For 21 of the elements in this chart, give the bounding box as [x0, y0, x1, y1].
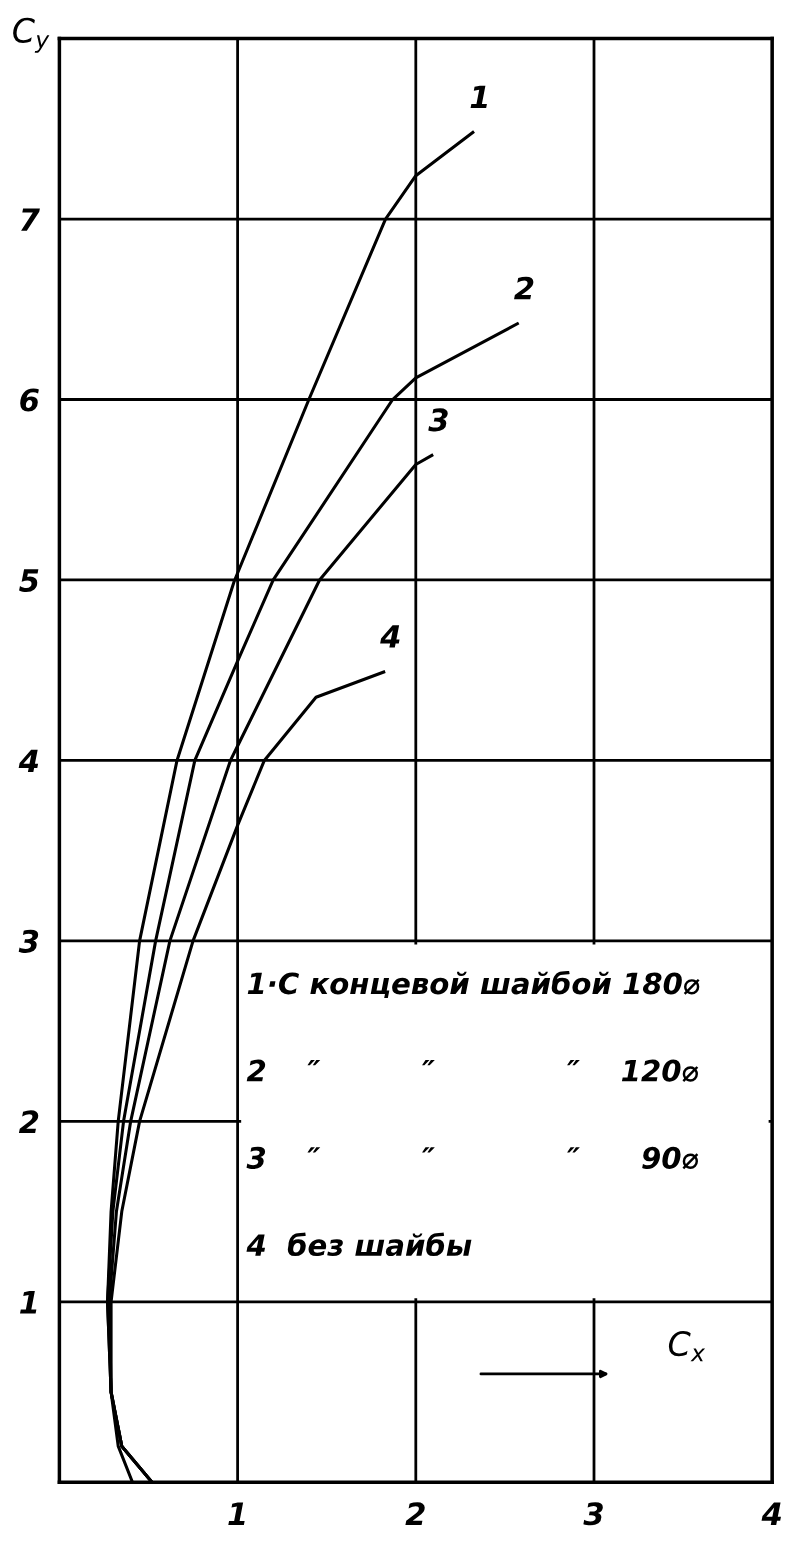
- y-tick-label: 3: [18, 929, 39, 953]
- y-tick-label: 4: [18, 749, 39, 773]
- series-label: 3: [428, 408, 448, 432]
- x-tick-label: 1: [228, 1502, 245, 1525]
- y-tick-label: 2: [18, 1110, 39, 1133]
- y-tick-label: 1: [20, 1291, 37, 1314]
- x-tick-label: 2: [405, 1502, 425, 1525]
- x-tick-label: 3: [583, 1502, 603, 1526]
- series-label: 4: [380, 625, 400, 648]
- series-label: 2: [514, 276, 534, 300]
- annotation: 2 ″ ″ ″ 120⌀: [246, 1059, 699, 1082]
- annotation: 1·С концевой шайбой 180⌀: [247, 970, 700, 999]
- annotation: 4 без шайбы: [246, 1232, 472, 1257]
- y-tick-label: 7: [21, 208, 40, 231]
- y-tick-label: 5: [19, 569, 39, 593]
- x-tick-label: 4: [761, 1502, 781, 1525]
- annotation: 3 ″ ″ ″ 90⌀: [246, 1146, 699, 1170]
- y-axis-title: C$_{y}$: [13, 17, 50, 53]
- x-axis-title: C$_{x}$: [668, 1330, 706, 1362]
- series-label: 1: [470, 85, 487, 109]
- y-tick-label: 6: [20, 388, 39, 412]
